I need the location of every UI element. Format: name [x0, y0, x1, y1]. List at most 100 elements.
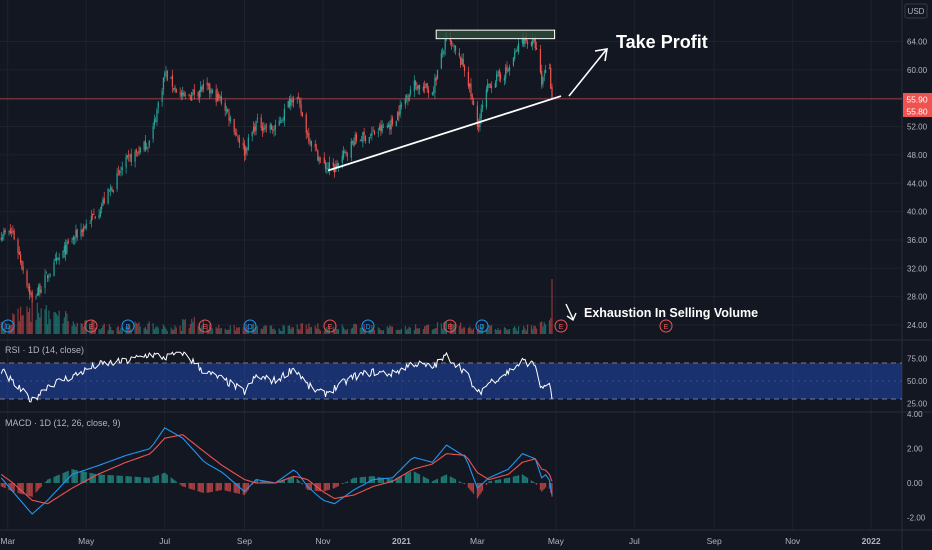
- candle: [506, 65, 508, 71]
- macd-histogram-bar: [371, 476, 373, 483]
- volume-bar: [210, 327, 212, 334]
- macd-histogram-bar: [92, 473, 94, 483]
- earnings-marker[interactable]: E: [198, 319, 212, 333]
- macd-histogram-bar: [490, 480, 493, 483]
- earnings-marker[interactable]: E: [659, 319, 673, 333]
- volume-bar: [548, 320, 551, 334]
- candle: [13, 230, 15, 240]
- volume-bar: [80, 323, 82, 334]
- candle: [218, 93, 220, 98]
- currency-badge[interactable]: [904, 3, 928, 19]
- macd-histogram-bar: [233, 483, 235, 493]
- support-trendline[interactable]: [327, 95, 562, 172]
- macd-histogram-bar: [368, 476, 370, 483]
- volume-bar: [110, 326, 112, 334]
- volume-bar: [480, 326, 482, 334]
- candle: [121, 167, 123, 171]
- macd-histogram-bar: [225, 483, 228, 491]
- macd-histogram-bar: [507, 477, 509, 483]
- macd-histogram-bar: [364, 476, 367, 483]
- volume-bar: [297, 329, 300, 334]
- candle: [111, 187, 113, 192]
- volume-bar: [508, 328, 511, 334]
- candle: [119, 172, 121, 173]
- macd-histogram-bar: [207, 483, 210, 493]
- volume-bar: [228, 329, 230, 334]
- macd-histogram-bar: [197, 483, 199, 492]
- earnings-marker-ring: [554, 319, 568, 333]
- volume-bar: [39, 317, 41, 334]
- volume-bar: [216, 328, 219, 334]
- macd-histogram-bar: [444, 475, 446, 483]
- time-axis[interactable]: Mar May Jul Sep Nov 2021 Mar May Jul Sep Nov 2022: [0, 529, 932, 546]
- macd-histogram-bar: [508, 477, 511, 483]
- take-profit-zone[interactable]: [435, 29, 556, 40]
- dividend-marker[interactable]: D: [475, 319, 489, 333]
- macd-histogram-bar: [264, 481, 266, 483]
- volume-bar: [201, 325, 203, 334]
- volume-bar: [215, 327, 217, 334]
- earnings-marker[interactable]: E: [443, 319, 457, 333]
- time-tick-label: 2022: [862, 536, 881, 546]
- macd-histogram-bar: [288, 477, 291, 483]
- macd-histogram-bar: [49, 478, 51, 483]
- volume-bar: [162, 324, 165, 334]
- volume-bar: [328, 326, 331, 334]
- candle: [180, 92, 183, 97]
- macd-histogram-bar: [227, 483, 229, 492]
- dividend-marker[interactable]: D: [361, 319, 375, 333]
- volume-bar: [317, 323, 319, 334]
- candle: [364, 135, 367, 142]
- candle: [8, 230, 10, 232]
- earnings-marker[interactable]: E: [323, 319, 337, 333]
- candle: [269, 124, 271, 130]
- candle: [469, 83, 471, 88]
- macd-histogram-bar: [535, 483, 538, 485]
- volume-bar: [444, 321, 446, 334]
- macd-histogram-bar: [121, 475, 123, 483]
- candle: [387, 125, 390, 128]
- macd-histogram-bar: [130, 476, 132, 483]
- candle: [49, 274, 51, 276]
- candle: [507, 69, 509, 72]
- candle: [371, 132, 373, 137]
- candle: [171, 75, 174, 87]
- volume-bar: [134, 321, 136, 334]
- candle: [353, 142, 355, 146]
- volume-bar: [38, 312, 40, 334]
- macd-histogram-bar: [301, 483, 303, 485]
- take-profit-arrow[interactable]: [568, 49, 607, 97]
- volume-bar: [514, 326, 516, 334]
- candle: [57, 258, 59, 260]
- candle: [490, 85, 493, 88]
- dividend-marker[interactable]: D: [243, 319, 257, 333]
- candle: [89, 223, 91, 224]
- macd-histogram-bar: [485, 483, 487, 486]
- candle: [215, 89, 217, 103]
- candle: [382, 126, 385, 128]
- volume-bar: [121, 327, 123, 334]
- candle: [85, 223, 87, 229]
- candle: [21, 260, 23, 268]
- volume-bar: [523, 326, 525, 334]
- dividend-marker[interactable]: D: [1, 319, 15, 333]
- candle: [530, 42, 533, 46]
- macd-histogram-bar: [219, 483, 221, 491]
- candle: [319, 158, 321, 160]
- macd-histogram-bar: [354, 477, 356, 483]
- candle: [0, 237, 2, 240]
- candle: [18, 252, 20, 255]
- earnings-marker[interactable]: E: [554, 319, 568, 333]
- macd-histogram-bar: [398, 476, 400, 483]
- macd-histogram-bar: [63, 472, 65, 483]
- volume-bar: [290, 329, 292, 334]
- volume-bar: [174, 325, 176, 334]
- macd-histogram-bar: [436, 478, 439, 483]
- volume-bar: [472, 328, 475, 334]
- earnings-marker[interactable]: E: [84, 319, 98, 333]
- candle: [310, 140, 312, 146]
- dividend-marker[interactable]: D: [121, 319, 135, 333]
- price-tick-label: 48.00: [907, 151, 928, 160]
- volume-bar: [299, 329, 301, 334]
